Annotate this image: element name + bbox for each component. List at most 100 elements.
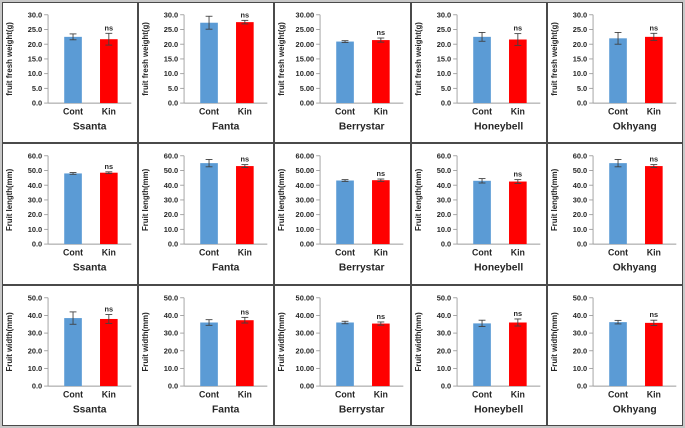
y-tick-label: 20.0 xyxy=(164,211,178,220)
y-tick-label: 10.0 xyxy=(573,364,587,373)
y-tick-label: 10.0 xyxy=(28,225,42,234)
ns-label: ns xyxy=(377,28,386,37)
y-tick-label: 20.00 xyxy=(296,40,315,49)
y-tick-label: 0.0 xyxy=(440,99,450,108)
bar-cont xyxy=(200,163,219,245)
chart-svg-okhyang-r2: 0.0 10.0 20.0 30.0 40.0 50.0 60.0 Cont Kin ns Okhy… xyxy=(550,152,677,274)
y-tick-label: 60.0 xyxy=(28,152,42,161)
category-label-cont: Cont xyxy=(472,106,492,116)
y-tick-label: 50.0 xyxy=(164,166,178,175)
error-bar-kin xyxy=(514,318,521,327)
bar-kin xyxy=(100,39,118,104)
bar-kin xyxy=(644,166,663,245)
bar-cont xyxy=(609,321,627,386)
bar-kin xyxy=(236,166,254,245)
cultivar-title: Okhyang xyxy=(612,122,656,133)
y-tick-label: 10.0 xyxy=(436,364,450,373)
y-axis-label: fruit fresh weight(g) xyxy=(277,22,286,96)
bar-cont xyxy=(200,22,219,104)
y-tick-label: 60.0 xyxy=(436,152,450,161)
y-tick-label: 40.0 xyxy=(573,311,587,320)
ns-label: ns xyxy=(513,170,522,179)
cultivar-title: Ssanta xyxy=(73,404,107,415)
y-tick-label: 20.0 xyxy=(436,211,450,220)
error-bar-kin xyxy=(650,164,658,169)
ns-label: ns xyxy=(513,309,522,318)
bar-kin xyxy=(644,322,663,386)
y-tick-label: 20.0 xyxy=(28,40,42,49)
y-tick-label: 0.0 xyxy=(32,99,42,108)
y-tick-label: 30.0 xyxy=(573,328,587,337)
category-label-kin: Kin xyxy=(238,248,252,258)
y-axis-label: Fruit length(mm) xyxy=(5,169,14,232)
bar-cont xyxy=(64,173,82,245)
y-tick-label: 60.0 xyxy=(573,152,587,161)
y-tick-label: 30.0 xyxy=(28,196,42,205)
bar-kin xyxy=(100,318,118,386)
bar-cont xyxy=(472,181,491,245)
y-tick-label: 30.0 xyxy=(436,10,450,19)
y-tick-label: 25.0 xyxy=(164,25,178,34)
cultivar-title: Okhyang xyxy=(612,263,656,274)
bar-kin xyxy=(236,22,254,104)
bar-cont xyxy=(609,163,627,245)
chart-panel-fanta-r1: 0.0 5.0 10.0 15.0 20.0 25.0 30.0 Cont Kin ns Fanta… xyxy=(138,2,275,144)
category-label-kin: Kin xyxy=(647,248,661,258)
y-tick-label: 10.00 xyxy=(296,69,315,78)
category-label-cont: Cont xyxy=(472,389,492,399)
y-tick-label: 10.0 xyxy=(573,69,587,78)
chart-svg-fanta-r2: 0.0 10.0 20.0 30.0 40.0 50.0 60.0 Cont Kin ns Fant… xyxy=(141,152,268,274)
cultivar-title: Ssanta xyxy=(73,263,107,274)
ns-label: ns xyxy=(649,310,658,319)
category-label-cont: Cont xyxy=(63,389,83,399)
y-axis-label: Fruit length(mm) xyxy=(413,169,422,232)
y-axis-label: fruit fresh weight(g) xyxy=(413,22,422,96)
category-label-kin: Kin xyxy=(374,389,388,399)
chart-panel-berrystar-r3: 0.00 10.00 20.00 30.00 40.00 50.00 Cont Kin ns Be… xyxy=(274,284,411,426)
y-tick-label: 15.0 xyxy=(28,54,42,63)
cultivar-title: Berrystar xyxy=(339,263,385,274)
category-label-kin: Kin xyxy=(238,389,252,399)
y-tick-label: 40.0 xyxy=(573,181,587,190)
y-tick-label: 50.0 xyxy=(436,166,450,175)
y-tick-label: 10.0 xyxy=(164,225,178,234)
error-bar-kin xyxy=(105,32,113,46)
error-bar-kin xyxy=(650,32,658,41)
cultivar-title: Fanta xyxy=(212,122,240,133)
y-tick-label: 5.00 xyxy=(300,84,314,93)
y-tick-label: 5.0 xyxy=(440,84,450,93)
cultivar-title: Fanta xyxy=(212,404,240,415)
category-label-kin: Kin xyxy=(647,389,661,399)
ns-label: ns xyxy=(105,162,114,171)
y-tick-label: 0.0 xyxy=(440,381,450,390)
y-tick-label: 20.0 xyxy=(436,346,450,355)
y-tick-label: 30.0 xyxy=(164,10,178,19)
y-tick-label: 0.0 xyxy=(440,240,450,249)
error-bar-cont xyxy=(342,40,349,43)
chart-svg-okhyang-r3: 0.0 10.0 20.0 30.0 40.0 50.0 Cont Kin ns Okhyang F… xyxy=(550,293,677,415)
chart-panel-ssanta-r2: 0.0 10.0 20.0 30.0 40.0 50.0 60.0 Cont Kin ns Ssan… xyxy=(2,143,139,285)
cultivar-title: Honeybell xyxy=(474,404,523,415)
y-tick-label: 10.0 xyxy=(28,69,42,78)
cultivar-title: Honeybell xyxy=(474,122,523,133)
y-tick-label: 50.0 xyxy=(164,293,178,302)
cultivar-title: Okhyang xyxy=(612,404,656,415)
y-axis-label: fruit fresh weight(g) xyxy=(141,22,150,96)
y-tick-label: 0.0 xyxy=(577,240,587,249)
error-bar-kin xyxy=(377,37,385,43)
error-bar-kin xyxy=(241,316,249,324)
chart-svg-okhyang-r1: 0.0 5.0 10.0 15.0 20.0 25.0 30.0 Cont Kin ns Okhya… xyxy=(550,10,677,133)
y-tick-label: 40.00 xyxy=(296,181,315,190)
bar-kin xyxy=(508,181,527,245)
bar-kin xyxy=(508,39,527,104)
y-tick-label: 30.00 xyxy=(296,328,315,337)
y-tick-label: 25.0 xyxy=(436,25,450,34)
category-label-kin: Kin xyxy=(510,248,524,258)
y-tick-label: 50.0 xyxy=(28,293,42,302)
y-tick-label: 60.00 xyxy=(296,152,315,161)
error-bar-cont xyxy=(614,31,622,45)
chart-panel-honeybell-r2: 0.0 10.0 20.0 30.0 40.0 50.0 60.0 Cont Kin ns Hone… xyxy=(410,143,547,285)
y-axis-label: Fruit width(mm) xyxy=(413,312,422,372)
chart-svg-ssanta-r1: 0.0 5.0 10.0 15.0 20.0 25.0 30.0 Cont Kin ns Ssant… xyxy=(5,10,132,133)
